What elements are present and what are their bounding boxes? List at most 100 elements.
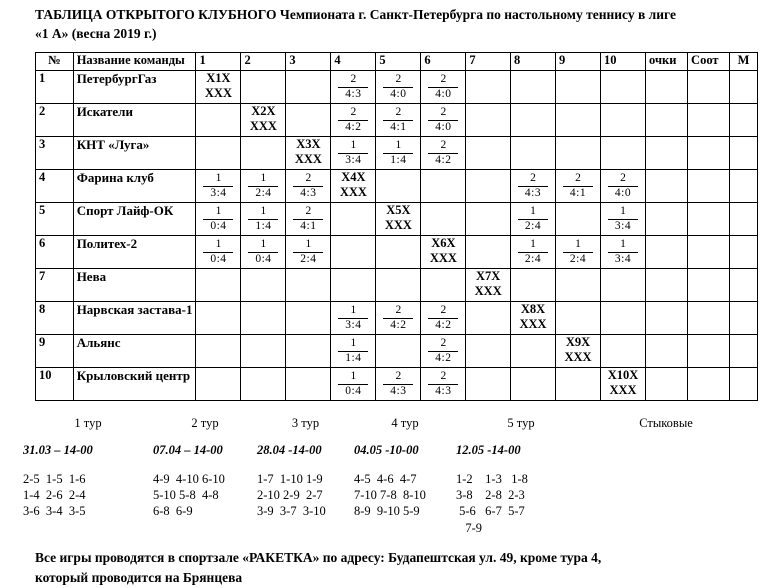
empty-score-cell — [599, 300, 647, 335]
empty-score-cell — [195, 300, 242, 335]
team-name-cell: Нева — [72, 267, 197, 302]
match-points: 2 — [428, 73, 459, 88]
column-header: 7 — [465, 51, 512, 71]
score-fraction: 1 0:4 — [203, 205, 234, 234]
team-row: 8 Нарвская застава-1 1 3:4 2 4:2 2 4:2 X8X XXX — [35, 300, 758, 335]
pairing-line: 1-2 1-3 1-8 — [456, 471, 528, 486]
empty-score-cell — [195, 135, 242, 170]
empty-score-cell — [465, 102, 512, 137]
score-fraction: 1 2:4 — [293, 238, 324, 267]
empty-score-cell — [240, 300, 287, 335]
score-fraction: 2 4:2 — [428, 337, 459, 366]
match-points: 1 — [338, 370, 369, 385]
team-number-cell: 9 — [35, 333, 74, 368]
column-header: 8 — [510, 51, 556, 71]
place-cell — [729, 102, 758, 137]
diagonal-text: XXX — [564, 350, 592, 365]
games-score: 4:0 — [435, 87, 452, 100]
ratio-cell — [687, 69, 731, 104]
empty-score-cell — [555, 201, 601, 236]
score-cell: 1 1:4 — [375, 135, 422, 170]
empty-score-cell — [465, 201, 512, 236]
title-line-2: «1 А» (весна 2019 г.) — [35, 25, 157, 41]
score-fraction: 1 2:4 — [248, 172, 279, 201]
match-points: 2 — [428, 106, 459, 121]
points-cell — [645, 300, 689, 335]
empty-score-cell — [599, 69, 647, 104]
points-cell — [645, 201, 689, 236]
team-number-cell: 6 — [35, 234, 74, 269]
diagonal-text: X5X — [386, 202, 411, 217]
diagonal-text: XXX — [384, 218, 412, 233]
match-points: 2 — [608, 172, 638, 187]
pairing-line: 7-10 7-8 8-10 — [354, 488, 426, 503]
empty-score-cell — [240, 135, 287, 170]
score-fraction: 2 4:0 — [608, 172, 638, 201]
tour-label: 3 тур — [291, 415, 320, 430]
score-cell: 1 1:4 — [330, 333, 377, 368]
games-score: 4:0 — [390, 87, 407, 100]
games-score: 0:4 — [255, 252, 272, 265]
score-cell: 2 4:3 — [510, 168, 556, 203]
place-cell — [729, 366, 758, 401]
tour-pairings: 4-9 4-10 6-10 5-10 5-8 4-8 6-8 6-9 — [153, 471, 257, 520]
games-score: 3:4 — [614, 219, 632, 232]
match-points: 1 — [293, 238, 324, 253]
tour-column: 5 тур 12.05 -14-00 1-2 1-3 1-8 3-8 2-8 2-3 … — [456, 416, 586, 536]
team-number-cell: 7 — [35, 267, 74, 302]
pairing-line: 3-8 2-8 2-3 — [456, 488, 525, 503]
score-cell: 2 4:3 — [375, 366, 422, 401]
team-number-cell: 2 — [35, 102, 74, 137]
match-points: 2 — [428, 337, 459, 352]
empty-score-cell — [465, 333, 512, 368]
place-cell — [729, 69, 758, 104]
diagonal-cell: X5X XXX — [375, 201, 422, 236]
score-fraction: 2 4:1 — [383, 106, 414, 135]
score-cell: 2 4:1 — [555, 168, 601, 203]
empty-score-cell — [465, 135, 512, 170]
score-cell: 1 0:4 — [240, 234, 287, 269]
diagonal-text: X9X — [565, 334, 591, 349]
document-title: ТАБЛИЦА ОТКРЫТОГО КЛУБНОГО Чемпионата г.… — [35, 6, 755, 44]
games-score: 0:4 — [210, 219, 227, 232]
games-score: 1:4 — [345, 351, 362, 364]
score-fraction: 1 2:4 — [518, 205, 548, 234]
match-points: 2 — [383, 304, 414, 319]
score-cell: 2 4:0 — [599, 168, 647, 203]
pairing-line: 1-7 1-10 1-9 — [257, 471, 323, 486]
score-cell: 1 1:4 — [240, 201, 287, 236]
empty-score-cell — [240, 366, 287, 401]
pairing-line: 6-8 6-9 — [153, 504, 193, 519]
place-cell — [729, 267, 758, 302]
score-fraction: 1 2:4 — [518, 238, 548, 267]
column-header: Соот — [687, 51, 731, 71]
score-fraction: 1 0:4 — [248, 238, 279, 267]
tour-date: 12.05 -14-00 — [456, 442, 521, 457]
score-cell: 2 4:2 — [420, 135, 467, 170]
team-name-cell: КНТ «Луга» — [72, 135, 197, 170]
diagonal-cell: X2X XXX — [240, 102, 287, 137]
score-cell: 1 2:4 — [285, 234, 332, 269]
score-fraction: 2 4:1 — [562, 172, 593, 201]
place-cell — [729, 168, 758, 203]
score-cell: 1 2:4 — [510, 201, 556, 236]
pairing-line: 3-9 3-7 3-10 — [257, 504, 326, 519]
match-points: 1 — [608, 238, 638, 253]
points-cell — [645, 69, 689, 104]
score-cell: 1 0:4 — [330, 366, 377, 401]
score-fraction: 1 1:4 — [383, 139, 414, 168]
team-name-cell: Спорт Лайф-ОК — [72, 201, 197, 236]
empty-score-cell — [599, 135, 647, 170]
tour-column: 1 тур 31.03 – 14-00 2-5 1-5 1-6 1-4 2-6 2-4… — [23, 416, 153, 536]
match-points: 2 — [428, 370, 459, 385]
tour-column: Стыковые — [586, 416, 746, 536]
empty-score-cell — [420, 201, 467, 236]
score-cell: 1 3:4 — [330, 135, 377, 170]
score-cell: 2 4:2 — [330, 102, 377, 137]
column-header: № — [35, 51, 74, 71]
column-header: 3 — [285, 51, 332, 71]
match-points: 1 — [383, 139, 414, 154]
team-number-cell: 1 — [35, 69, 74, 104]
column-header: 1 — [195, 51, 242, 71]
